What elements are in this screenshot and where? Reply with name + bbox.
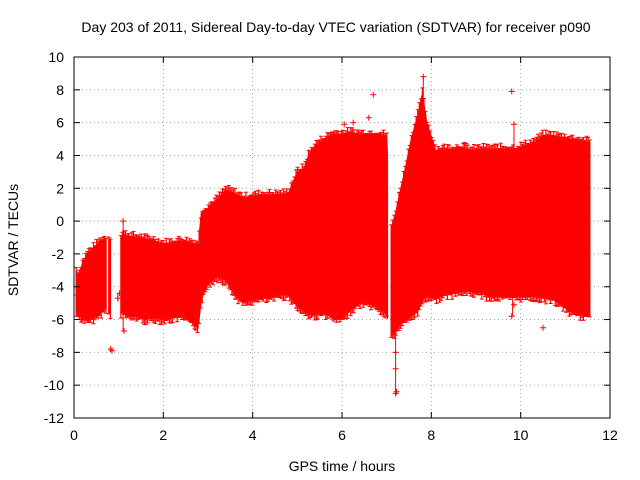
y-tick-label: 6 [56,115,64,131]
x-tick-label: 8 [427,427,435,443]
y-tick-label: -10 [44,377,64,393]
y-axis-label: SDTVAR / TECUs [5,184,21,296]
chart-title: Day 203 of 2011, Sidereal Day-to-day VTE… [81,19,590,35]
y-tick-label: 4 [56,147,64,163]
x-tick-label: 4 [249,427,257,443]
x-tick-label: 0 [70,427,78,443]
y-tick-label: 8 [56,82,64,98]
x-tick-label: 12 [602,427,618,443]
y-tick-label: -4 [52,279,65,295]
y-axis-ticks: -12 -10 -8 -6 -4 -2 0 2 4 6 8 10 [44,49,610,426]
y-tick-label: -2 [52,246,65,262]
series-envelope [74,76,592,392]
y-tick-label: 2 [56,180,64,196]
x-tick-label: 2 [159,427,167,443]
x-tick-label: 10 [513,427,529,443]
x-tick-label: 6 [338,427,346,443]
y-tick-label: -12 [44,410,64,426]
y-tick-label: 10 [48,49,64,65]
x-axis-label: GPS time / hours [289,458,396,474]
y-tick-label: -6 [52,312,65,328]
x-axis-ticks: 0 2 4 6 8 10 12 [70,57,618,443]
y-tick-label: 0 [56,213,64,229]
series-outliers [74,73,546,397]
y-tick-label: -8 [52,344,65,360]
